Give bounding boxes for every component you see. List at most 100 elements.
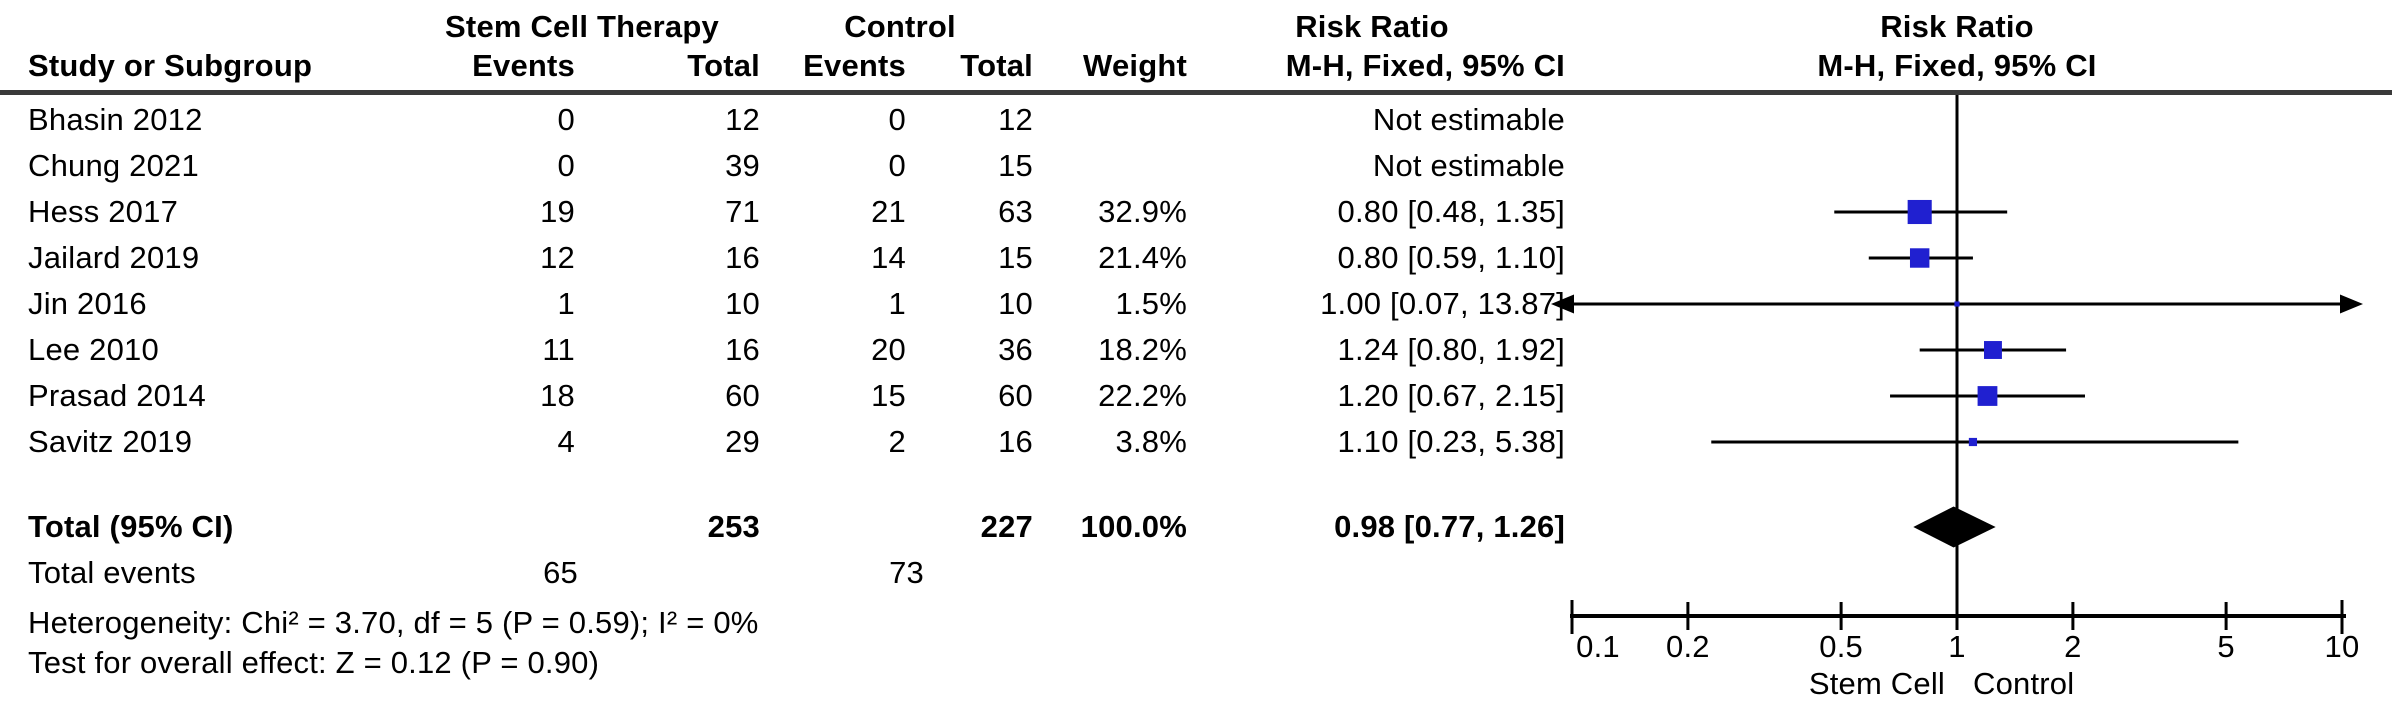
weight: 1.5% [1115, 286, 1187, 321]
study-name: Chung 2021 [28, 148, 199, 183]
header-group-stem-cell-therapy: Stem Cell Therapy [445, 9, 719, 44]
axis-tick [1839, 602, 1843, 630]
weight: 32.9% [1098, 194, 1187, 229]
total-treatment: 71 [725, 194, 760, 229]
effect-square [1909, 248, 1930, 268]
effect-square [1984, 341, 2002, 359]
total-control: 63 [998, 194, 1033, 229]
axis-tick [1955, 602, 1959, 630]
header-total-control: Total [960, 48, 1033, 83]
weight: 3.8% [1115, 424, 1187, 459]
tick-label: 0.5 [1819, 629, 1863, 664]
overall-effect-text: Test for overall effect: Z = 0.12 (P = 0… [28, 645, 600, 680]
study-name: Jin 2016 [28, 286, 147, 321]
axis-tick [2071, 602, 2075, 630]
total-weight: 100.0% [1080, 509, 1187, 544]
axis-tick [2340, 600, 2344, 634]
plot-header-risk-ratio: Risk Ratio [1880, 9, 2034, 44]
risk-ratio-ci-text: 1.10 [0.23, 5.38] [1337, 424, 1565, 459]
events-control: 1 [888, 286, 906, 321]
null-line [1955, 95, 1959, 614]
study-name: Hess 2017 [28, 194, 179, 229]
tick-label: 0.2 [1666, 629, 1710, 664]
ci-arrow-left-icon [1551, 294, 1574, 314]
events-control: 0 [888, 148, 906, 183]
effect-square [1977, 386, 1998, 406]
effect-square [1907, 199, 1932, 225]
total-control: 10 [998, 286, 1033, 321]
events-control: 15 [871, 378, 906, 413]
total-treatment: 16 [725, 240, 760, 275]
axis-label-left: Stem Cell [1808, 666, 1945, 701]
total-treatment: 39 [725, 148, 760, 183]
tick-label: 10 [2325, 629, 2360, 664]
header-events-control: Events [803, 48, 906, 83]
events-control: 0 [888, 102, 906, 137]
events-treatment: 19 [540, 194, 575, 229]
events-treatment: 12 [540, 240, 575, 275]
events-treatment: 11 [542, 332, 575, 367]
header-group-control: Control [844, 9, 956, 44]
total-treatment: 60 [725, 378, 760, 413]
tick-label: 5 [2217, 629, 2234, 664]
study-name: Prasad 2014 [28, 378, 206, 413]
total-treatment: 12 [725, 102, 760, 137]
risk-ratio-ci-text: Not estimable [1372, 102, 1565, 137]
total-events-treatment: 65 [543, 555, 578, 590]
events-treatment: 0 [557, 148, 575, 183]
study-name: Jailard 2019 [28, 240, 200, 275]
heterogeneity-text: Heterogeneity: Chi² = 3.70, df = 5 (P = … [28, 605, 759, 640]
events-control: 20 [871, 332, 906, 367]
total-control: 60 [998, 378, 1033, 413]
total-control: 16 [998, 424, 1033, 459]
tick-label: 2 [2064, 629, 2081, 664]
header-rule [0, 90, 2392, 95]
total-treatment: 16 [725, 332, 760, 367]
axis-label-right: Control [1973, 666, 2075, 701]
events-treatment: 1 [557, 286, 575, 321]
events-treatment: 4 [557, 424, 575, 459]
total-n-treatment: 253 [707, 509, 760, 544]
risk-ratio-ci-text: Not estimable [1372, 148, 1565, 183]
header-risk-ratio-method-text: M-H, Fixed, 95% CI [1285, 48, 1565, 83]
total-label: Total (95% CI) [28, 509, 234, 544]
events-control: 14 [871, 240, 906, 275]
header-risk-ratio-text: Risk Ratio [1295, 9, 1449, 44]
total-events-label: Total events [28, 555, 196, 590]
weight: 18.2% [1098, 332, 1187, 367]
total-control: 15 [998, 240, 1033, 275]
events-treatment: 18 [540, 378, 575, 413]
risk-ratio-ci-text: 0.80 [0.48, 1.35] [1337, 194, 1565, 229]
total-treatment: 29 [725, 424, 760, 459]
header-study-or-subgroup: Study or Subgroup [28, 48, 313, 83]
risk-ratio-ci-text: 1.24 [0.80, 1.92] [1337, 332, 1565, 367]
axis-tick [2224, 602, 2228, 630]
total-control: 15 [998, 148, 1033, 183]
tick-label: 0.1 [1576, 629, 1620, 664]
header-weight: Weight [1083, 48, 1187, 83]
axis-tick [1570, 600, 1574, 634]
weight: 22.2% [1098, 378, 1187, 413]
risk-ratio-ci-text: 1.00 [0.07, 13.87] [1320, 286, 1565, 321]
total-control: 36 [998, 332, 1033, 367]
header-total-treatment: Total [687, 48, 760, 83]
total-ci-text: 0.98 [0.77, 1.26] [1334, 509, 1565, 544]
study-name: Bhasin 2012 [28, 102, 203, 137]
weight: 21.4% [1098, 240, 1187, 275]
risk-ratio-ci-text: 0.80 [0.59, 1.10] [1337, 240, 1565, 275]
pooled-diamond [1913, 506, 1996, 548]
ci-arrow-right-icon [2340, 294, 2363, 314]
effect-square [1954, 301, 1960, 307]
header-events-treatment: Events [472, 48, 575, 83]
events-control: 21 [871, 194, 906, 229]
risk-ratio-ci-text: 1.20 [0.67, 2.15] [1337, 378, 1565, 413]
plot-header-method: M-H, Fixed, 95% CI [1817, 48, 2097, 83]
effect-square [1968, 437, 1978, 447]
study-name: Lee 2010 [28, 332, 159, 367]
total-n-control: 227 [980, 509, 1033, 544]
total-control: 12 [998, 102, 1033, 137]
total-treatment: 10 [725, 286, 760, 321]
total-events-control: 73 [889, 555, 924, 590]
